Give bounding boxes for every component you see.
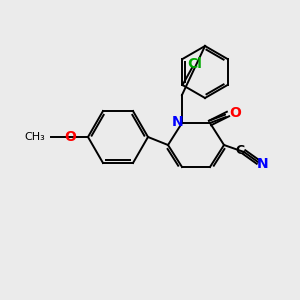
Text: N: N (172, 115, 184, 129)
Text: N: N (257, 157, 269, 171)
Text: O: O (64, 130, 76, 144)
Text: C: C (236, 143, 244, 157)
Text: CH₃: CH₃ (24, 132, 45, 142)
Text: Cl: Cl (187, 57, 202, 71)
Text: O: O (229, 106, 241, 120)
